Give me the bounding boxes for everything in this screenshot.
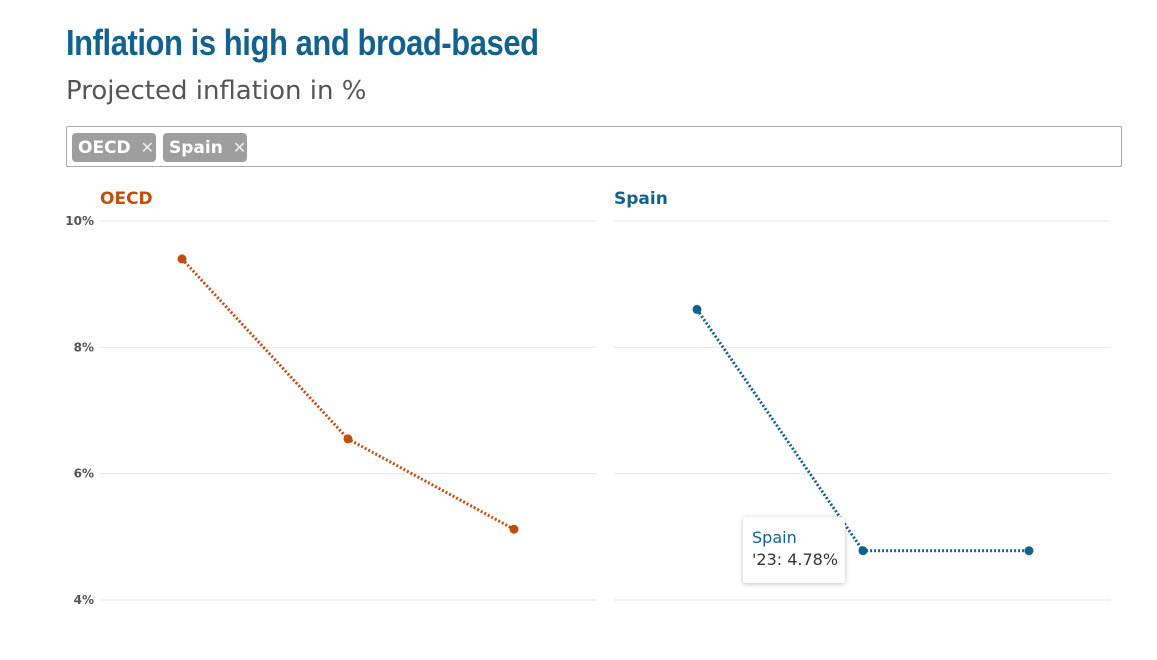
chart-title: Inflation is high and broad-based xyxy=(66,22,539,63)
chart-subtitle: Projected inflation in % xyxy=(66,76,367,106)
tooltip: Spain '23: 4.78% xyxy=(743,517,845,583)
data-point-oecd xyxy=(509,524,519,534)
data-point-spain xyxy=(1024,546,1034,556)
panel-title-oecd: OECD xyxy=(100,189,153,209)
series-line-spain xyxy=(695,308,1029,553)
y-tick-label: 4% xyxy=(74,593,94,607)
chip-label: Spain xyxy=(169,137,223,158)
y-tick-label: 10% xyxy=(65,214,94,228)
data-point-oecd xyxy=(177,254,187,264)
y-tick-label: 6% xyxy=(74,467,94,481)
series-line-oecd xyxy=(180,257,515,531)
close-icon[interactable]: ✕ xyxy=(232,138,247,157)
country-selector[interactable]: OECD ✕ Spain ✕ xyxy=(66,126,1122,167)
tooltip-series: Spain xyxy=(752,528,797,547)
chip-label: OECD xyxy=(78,137,131,158)
panel-title-spain: Spain xyxy=(614,189,668,209)
data-point-oecd xyxy=(343,434,353,444)
chip-oecd[interactable]: OECD ✕ xyxy=(72,133,156,162)
data-point-spain xyxy=(692,304,702,314)
close-icon[interactable]: ✕ xyxy=(140,138,155,157)
data-point-spain xyxy=(858,546,868,556)
y-tick-label: 8% xyxy=(74,340,94,354)
tooltip-value: '23: 4.78% xyxy=(752,550,839,569)
chip-spain[interactable]: Spain ✕ xyxy=(163,133,247,162)
